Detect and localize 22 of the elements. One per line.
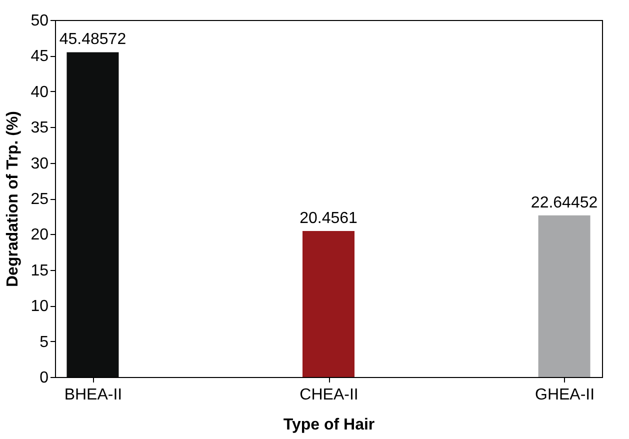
y-axis-title: Degradation of Trp. (%) [4,111,22,287]
y-tick-label: 10 [30,298,49,316]
data-label: 45.48572 [59,31,126,48]
y-tick-label: 20 [30,226,49,244]
data-label: 20.4561 [300,210,358,227]
y-tick-label: 50 [30,12,49,30]
bar [538,215,590,377]
x-tick-label: GHEA-II [534,386,595,404]
bar [66,52,119,377]
y-tick-label: 45 [30,48,49,66]
x-tick-label: CHEA-II [300,386,358,404]
y-tick-label: 0 [40,370,49,386]
bar [302,230,354,377]
data-label: 22.64452 [530,194,598,212]
y-tick-label: 40 [30,84,49,101]
x-axis-title: Type of Hair [283,416,375,434]
y-tick-label: 25 [30,191,49,208]
y-tick-label: 15 [30,262,49,280]
y-tick-label: 30 [30,155,49,172]
y-tick-label: 5 [40,334,49,351]
y-tick-label: 35 [30,120,49,137]
x-tick-label: BHEA-II [64,386,122,404]
